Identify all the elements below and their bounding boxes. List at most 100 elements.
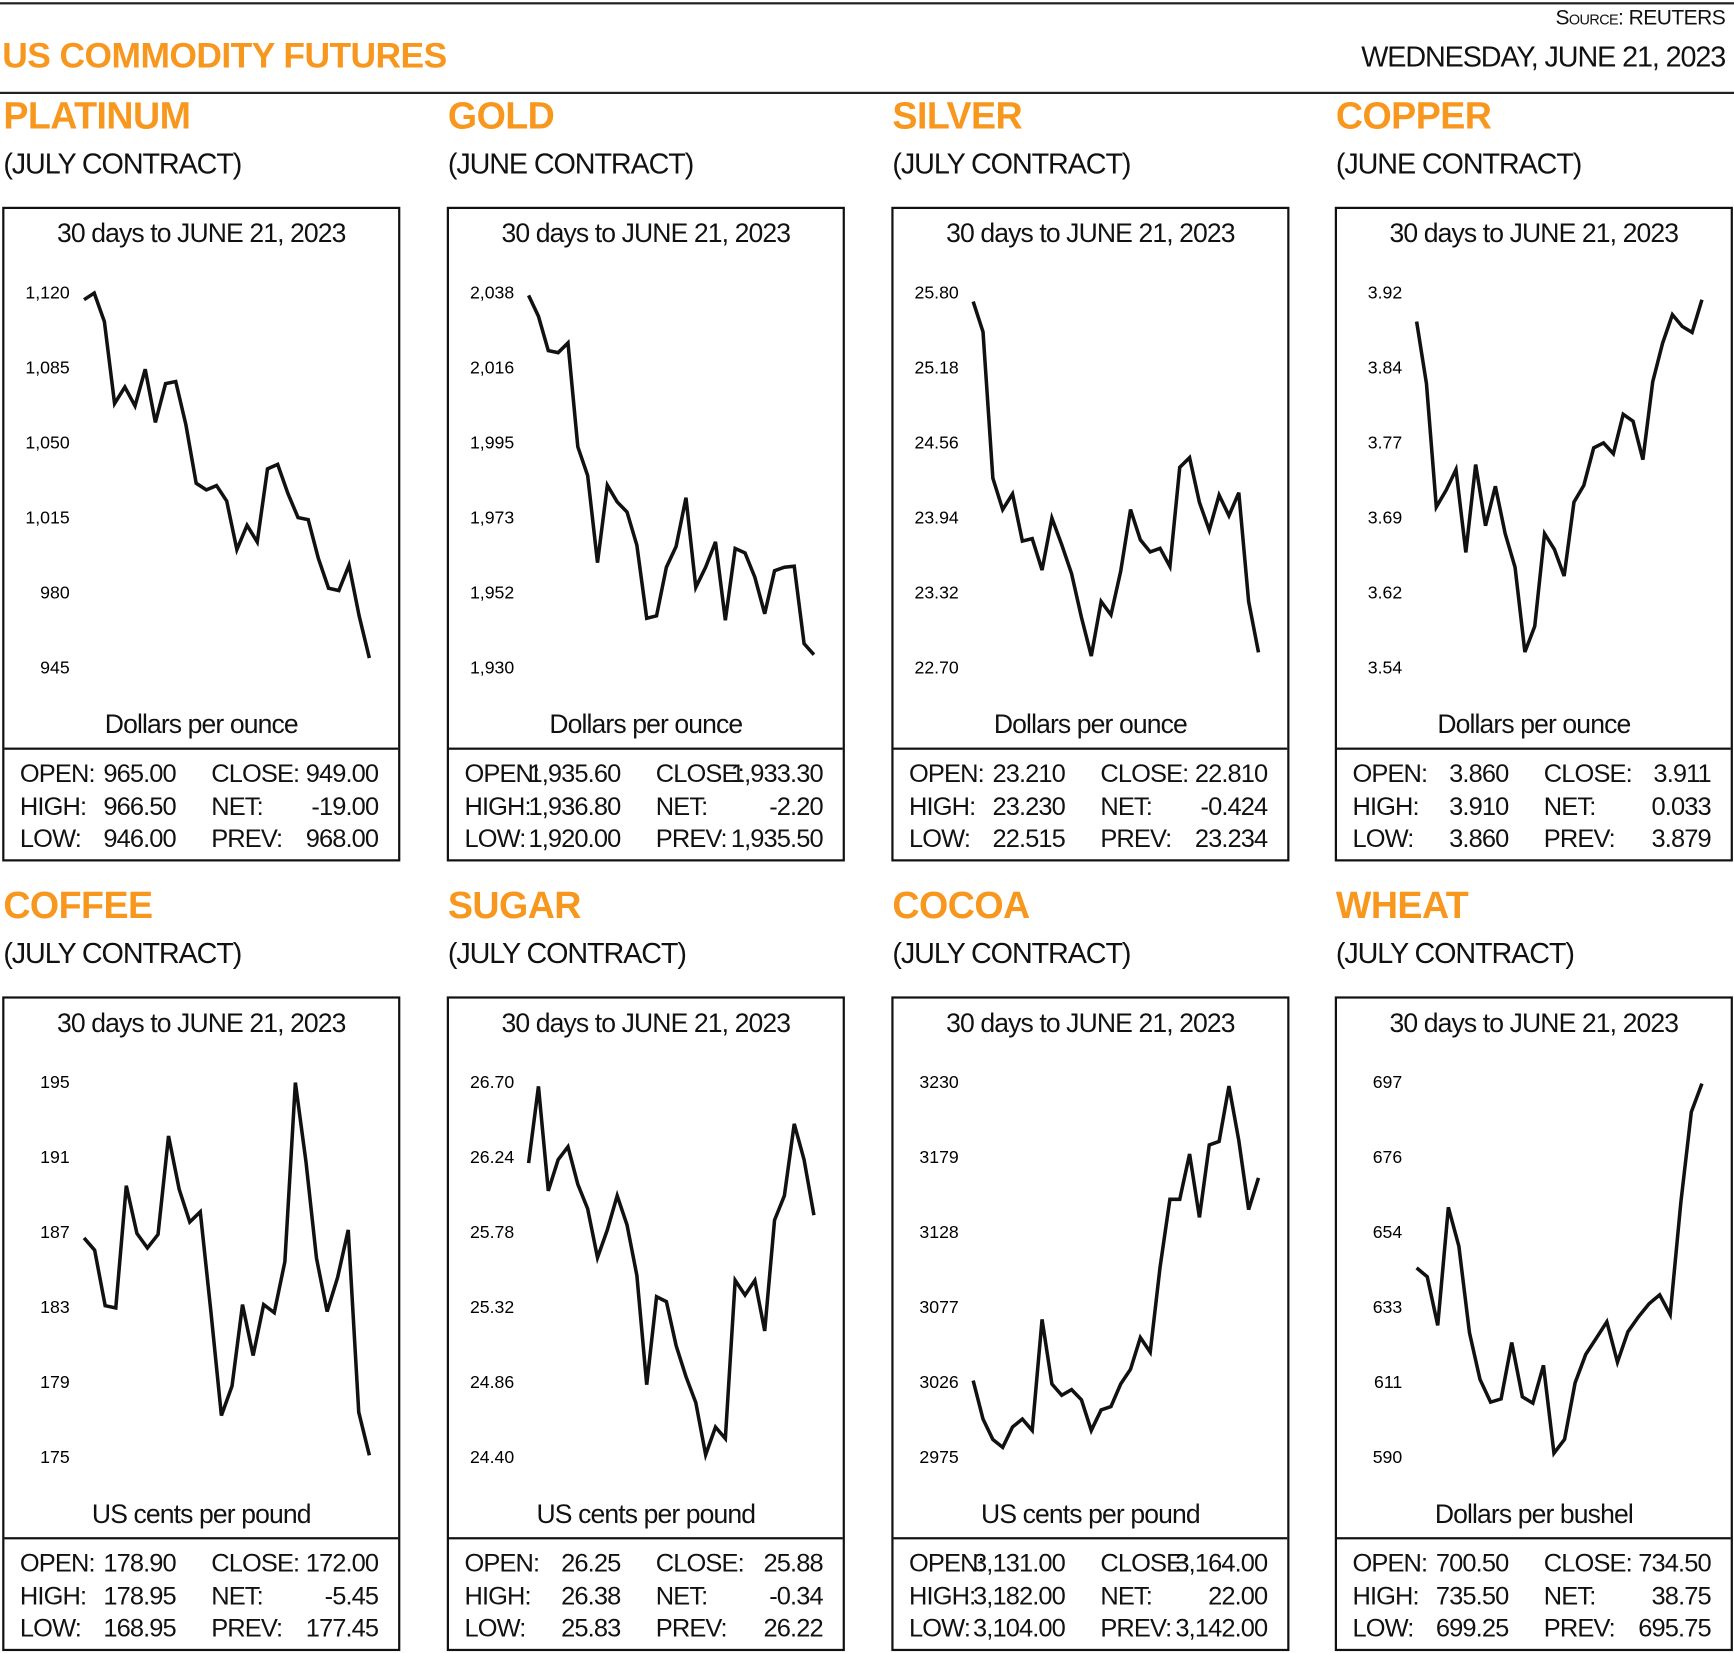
stat-value-net: -0.34 [769, 1580, 823, 1610]
chart-title: 30 days to JUNE 21, 2023 [56, 1008, 346, 1039]
stat-value-open: 3,131.00 [973, 1548, 1066, 1577]
contract-label: (JULY CONTRACT) [892, 147, 1131, 181]
contract-label: (JUNE CONTRACT) [1335, 147, 1582, 181]
commodity-name: COCOA [892, 884, 1030, 927]
chart-box: 30 days to JUNE 21, 2023 26.70 26.24 25.78 2… [446, 996, 845, 1652]
stat-label-high: HIGH: [464, 791, 531, 821]
stat-label-net: NET: [1100, 1580, 1152, 1610]
stat-label-low: LOW: [19, 1613, 82, 1643]
stat-value-close: 25.88 [763, 1548, 824, 1577]
y-tick-label: 3077 [919, 1297, 958, 1317]
y-tick-label: 1,015 [25, 508, 69, 528]
y-tick-label: 676 [1373, 1147, 1403, 1167]
y-tick-label: 187 [40, 1222, 70, 1242]
y-tick-label: 3.84 [1368, 358, 1403, 378]
stat-label-open: OPEN: [19, 758, 96, 788]
stat-value-low: 168.95 [103, 1613, 176, 1643]
stat-label-high: HIGH: [909, 791, 976, 821]
y-tick-label: 590 [1373, 1447, 1403, 1467]
y-tick-label: 26.70 [470, 1072, 514, 1092]
line-chart-silver: 25.80 25.18 24.56 23.94 23.32 22.70 [915, 283, 1261, 677]
stat-label-low: LOW: [464, 1613, 526, 1643]
stat-value-high: 26.38 [561, 1580, 621, 1610]
stat-value-close: 3,164.00 [1175, 1548, 1268, 1577]
stat-value-close: 22.810 [1194, 758, 1268, 788]
stat-label-low: LOW: [19, 823, 82, 853]
stat-value-net: 38.75 [1651, 1580, 1712, 1610]
stat-value-low: 3.860 [1449, 823, 1509, 853]
stat-label-open: OPEN: [909, 1548, 985, 1577]
top-rule [0, 2, 1734, 5]
stat-label-prev: PREV: [1100, 1613, 1172, 1643]
y-tick-label: 3128 [919, 1222, 959, 1242]
y-tick-label: 3.92 [1368, 283, 1402, 303]
commodity-name: WHEAT [1335, 884, 1469, 927]
stat-label-low: LOW: [464, 823, 526, 853]
commodity-name: COPPER [1335, 95, 1492, 138]
contract-label: (JULY CONTRACT) [1335, 936, 1575, 970]
stat-value-net: -0.424 [1200, 791, 1269, 821]
unit-label: Dollars per ounce [1437, 709, 1631, 740]
stat-value-prev: 1,935.50 [730, 823, 824, 853]
line-chart-coffee: 195 191 187 183 179 175 [40, 1072, 372, 1467]
y-tick-label: 1,120 [25, 283, 69, 303]
chart-title: 30 days to JUNE 21, 2023 [946, 218, 1235, 249]
price-line [82, 1082, 372, 1456]
stat-label-net: NET: [1543, 791, 1596, 821]
chart-box: 30 days to JUNE 21, 2023 697 676 654 633 611 5… [1334, 996, 1733, 1652]
commodity-name: PLATINUM [3, 95, 191, 138]
stat-label-high: HIGH: [464, 1580, 531, 1610]
stat-label-low: LOW: [909, 823, 971, 853]
y-tick-label: 25.78 [470, 1222, 514, 1242]
unit-label: Dollars per ounce [549, 709, 743, 740]
stat-value-high: 3,182.00 [973, 1580, 1066, 1610]
y-tick-label: 22.70 [915, 657, 959, 677]
stat-label-prev: PREV: [1543, 1613, 1616, 1643]
contract-label: (JULY CONTRACT) [892, 936, 1131, 970]
stat-value-low: 1,920.00 [528, 823, 621, 853]
stat-value-prev: 3.879 [1651, 823, 1712, 853]
stat-label-net: NET: [1543, 1580, 1596, 1610]
stats-divider [1336, 1537, 1731, 1540]
y-tick-label: 24.40 [470, 1447, 514, 1467]
y-tick-label: 697 [1373, 1072, 1403, 1092]
stat-label-close: CLOSE: [1100, 758, 1189, 788]
stats-divider [893, 1537, 1288, 1540]
stats-divider [448, 747, 843, 750]
chart-box: 30 days to JUNE 21, 2023 195 191 187 183 179 1… [2, 996, 401, 1652]
y-tick-label: 175 [40, 1447, 70, 1467]
y-tick-label: 3026 [919, 1372, 959, 1392]
stat-label-net: NET: [1100, 791, 1152, 821]
y-tick-label: 3179 [919, 1147, 958, 1167]
unit-label: US cents per pound [536, 1499, 756, 1530]
stat-value-high: 3.910 [1449, 791, 1509, 821]
y-tick-label: 1,973 [470, 508, 514, 528]
stats-divider [893, 747, 1288, 750]
y-tick-label: 980 [40, 582, 70, 602]
chart-title: 30 days to JUNE 21, 2023 [501, 218, 791, 249]
stat-value-net: 22.00 [1208, 1580, 1268, 1610]
stat-value-open: 1,935.60 [528, 758, 621, 788]
chart-box: 30 days to JUNE 21, 2023 3230 3179 3128 3077… [891, 996, 1290, 1652]
stat-value-high: 966.50 [103, 791, 176, 821]
stat-value-prev: 26.22 [763, 1613, 824, 1643]
unit-label: Dollars per ounce [104, 709, 299, 740]
stat-label-high: HIGH: [19, 1580, 87, 1610]
commodity-name: SILVER [892, 95, 1023, 138]
unit-label: Dollars per bushel [1434, 1499, 1634, 1530]
y-tick-label: 195 [40, 1072, 70, 1092]
commodity-name: COFFEE [3, 884, 153, 927]
stat-value-prev: 695.75 [1638, 1613, 1711, 1643]
stat-value-low: 946.00 [103, 823, 176, 853]
y-tick-label: 1,952 [470, 582, 514, 602]
stat-label-high: HIGH: [19, 791, 87, 821]
stat-label-low: LOW: [1352, 823, 1414, 853]
commodity-name: SUGAR [447, 884, 582, 927]
y-tick-label: 1,930 [470, 657, 514, 677]
stats-divider [4, 1537, 399, 1540]
line-chart-copper: 3.92 3.84 3.77 3.69 3.62 3.54 [1368, 283, 1704, 677]
y-tick-label: 23.94 [915, 508, 959, 528]
y-tick-label: 26.24 [470, 1147, 514, 1167]
stat-value-close: 734.50 [1638, 1548, 1711, 1577]
